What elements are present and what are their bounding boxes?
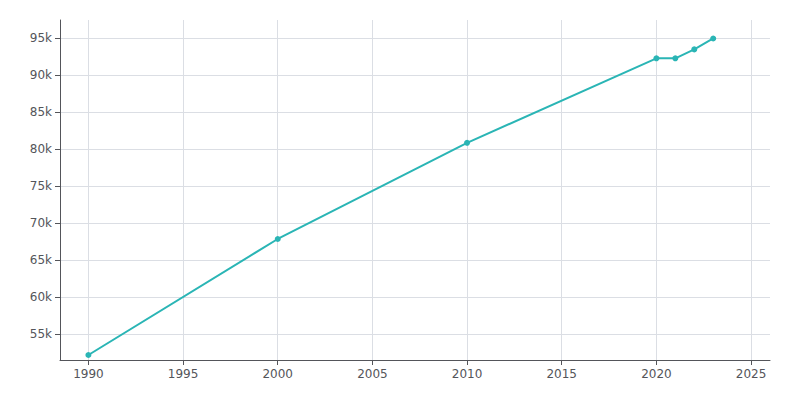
svg-text:70k: 70k: [30, 216, 52, 230]
svg-text:1990: 1990: [73, 367, 104, 381]
svg-text:2025: 2025: [736, 367, 767, 381]
svg-text:2000: 2000: [262, 367, 293, 381]
svg-text:2010: 2010: [452, 367, 483, 381]
svg-text:95k: 95k: [30, 31, 52, 45]
svg-text:2005: 2005: [357, 367, 388, 381]
svg-text:80k: 80k: [30, 142, 52, 156]
svg-text:75k: 75k: [30, 179, 52, 193]
svg-text:90k: 90k: [30, 68, 52, 82]
svg-text:2015: 2015: [546, 367, 577, 381]
svg-text:60k: 60k: [30, 290, 52, 304]
svg-text:65k: 65k: [30, 253, 52, 267]
svg-text:2020: 2020: [641, 367, 672, 381]
svg-text:85k: 85k: [30, 105, 52, 119]
svg-text:55k: 55k: [30, 327, 52, 341]
svg-text:1995: 1995: [168, 367, 199, 381]
